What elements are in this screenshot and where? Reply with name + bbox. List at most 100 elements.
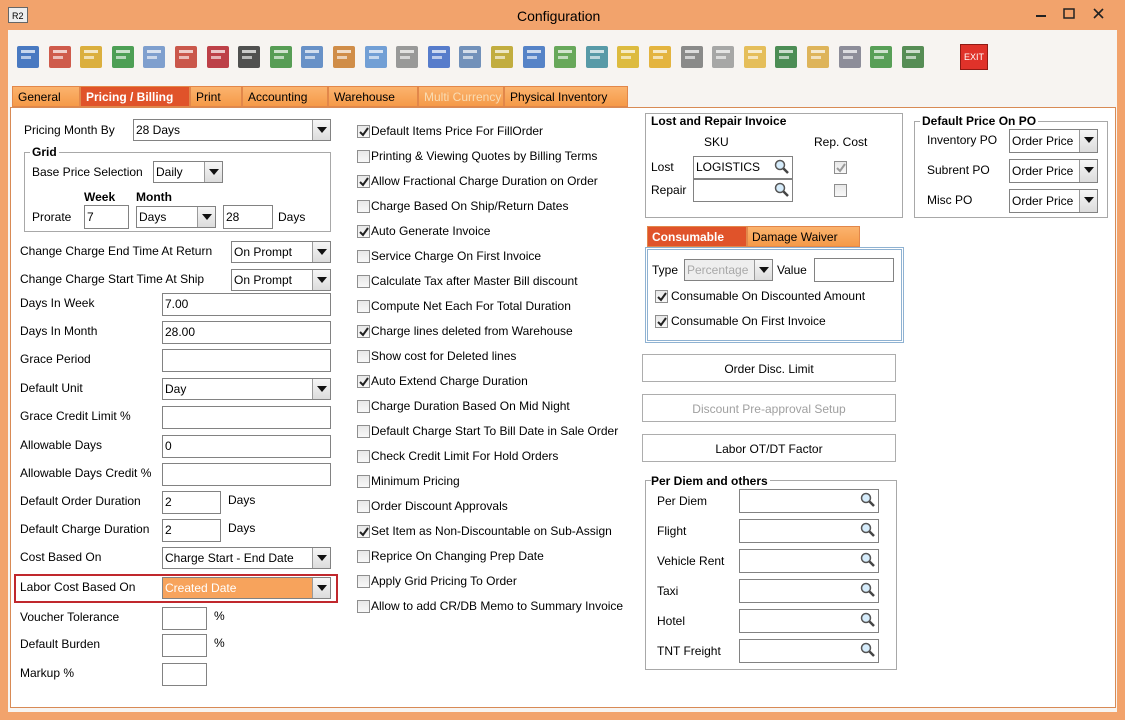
lookup-input[interactable]: LOGISTICS bbox=[693, 155, 793, 179]
dropdown[interactable]: Order Price bbox=[1009, 159, 1098, 183]
dropdown-arrow[interactable] bbox=[312, 379, 330, 399]
toolbar-button[interactable] bbox=[172, 42, 200, 72]
toolbar-button[interactable] bbox=[646, 42, 674, 72]
checkbox[interactable] bbox=[357, 525, 370, 538]
button[interactable]: Discount Pre-approval Setup bbox=[642, 394, 896, 422]
toolbar-button[interactable] bbox=[14, 42, 42, 72]
text-input[interactable] bbox=[162, 633, 207, 657]
checkbox[interactable] bbox=[357, 500, 370, 513]
dropdown-arrow[interactable] bbox=[1079, 130, 1097, 152]
toolbar-button[interactable] bbox=[204, 42, 232, 72]
checkbox[interactable] bbox=[357, 450, 370, 463]
checkbox[interactable] bbox=[357, 300, 370, 313]
checkbox[interactable] bbox=[357, 375, 370, 388]
dropdown-arrow[interactable] bbox=[754, 260, 772, 280]
toolbar-button[interactable] bbox=[614, 42, 642, 72]
toolbar-button[interactable] bbox=[140, 42, 168, 72]
tab[interactable]: Physical Inventory bbox=[504, 86, 628, 107]
checkbox[interactable] bbox=[357, 600, 370, 613]
dropdown[interactable]: Daily bbox=[153, 161, 223, 183]
toolbar-button[interactable] bbox=[804, 42, 832, 72]
lookup-input[interactable] bbox=[739, 489, 879, 513]
toolbar-button[interactable] bbox=[772, 42, 800, 72]
dropdown-arrow[interactable] bbox=[312, 548, 330, 568]
toolbar-button[interactable] bbox=[235, 42, 263, 72]
text-input[interactable] bbox=[162, 462, 331, 486]
toolbar-button[interactable] bbox=[393, 42, 421, 72]
checkbox[interactable] bbox=[357, 350, 370, 363]
checkbox[interactable] bbox=[357, 175, 370, 188]
checkbox[interactable] bbox=[357, 225, 370, 238]
dropdown-arrow[interactable] bbox=[312, 120, 330, 140]
toolbar-button[interactable] bbox=[709, 42, 737, 72]
text-input[interactable] bbox=[162, 348, 331, 372]
toolbar-button[interactable] bbox=[109, 42, 137, 72]
tab[interactable]: Consumable bbox=[647, 226, 747, 247]
text-input[interactable] bbox=[162, 606, 207, 630]
button[interactable]: Order Disc. Limit bbox=[642, 354, 896, 382]
dropdown[interactable]: Percentage bbox=[684, 259, 773, 281]
tab[interactable]: Multi Currency bbox=[418, 86, 504, 107]
toolbar-button[interactable] bbox=[678, 42, 706, 72]
checkbox[interactable] bbox=[357, 325, 370, 338]
tab[interactable]: General bbox=[12, 86, 80, 107]
toolbar-button[interactable] bbox=[456, 42, 484, 72]
tab[interactable]: Warehouse bbox=[328, 86, 418, 107]
text-input[interactable]: 0 bbox=[162, 434, 331, 458]
text-input[interactable] bbox=[162, 405, 331, 429]
toolbar-button[interactable] bbox=[425, 42, 453, 72]
checkbox[interactable] bbox=[357, 250, 370, 263]
tab[interactable]: Pricing / Billing bbox=[80, 86, 190, 107]
dropdown[interactable]: Days bbox=[136, 206, 216, 228]
lookup-input[interactable] bbox=[739, 519, 879, 543]
toolbar-button[interactable] bbox=[488, 42, 516, 72]
checkbox[interactable] bbox=[357, 400, 370, 413]
dropdown-arrow[interactable] bbox=[1079, 160, 1097, 182]
dropdown[interactable]: 28 Days bbox=[133, 119, 331, 141]
tab[interactable]: Print bbox=[190, 86, 242, 107]
toolbar-button[interactable] bbox=[520, 42, 548, 72]
text-input[interactable]: 28.00 bbox=[162, 320, 331, 344]
dropdown[interactable]: On Prompt bbox=[231, 241, 331, 263]
toolbar-button[interactable] bbox=[551, 42, 579, 72]
button[interactable]: Labor OT/DT Factor bbox=[642, 434, 896, 462]
lookup-input[interactable] bbox=[693, 178, 793, 202]
toolbar-button[interactable] bbox=[362, 42, 390, 72]
checkbox[interactable] bbox=[357, 275, 370, 288]
dropdown[interactable]: On Prompt bbox=[231, 269, 331, 291]
toolbar-button[interactable] bbox=[46, 42, 74, 72]
toolbar-button[interactable] bbox=[298, 42, 326, 72]
dropdown-arrow[interactable] bbox=[197, 207, 215, 227]
checkbox[interactable] bbox=[357, 125, 370, 138]
toolbar-button[interactable] bbox=[267, 42, 295, 72]
toolbar-button[interactable] bbox=[583, 42, 611, 72]
dropdown-arrow[interactable] bbox=[1079, 190, 1097, 212]
dropdown[interactable]: Order Price bbox=[1009, 189, 1098, 213]
checkbox[interactable] bbox=[357, 150, 370, 163]
checkbox[interactable] bbox=[357, 475, 370, 488]
checkbox[interactable] bbox=[655, 290, 668, 303]
dropdown-arrow[interactable] bbox=[312, 242, 330, 262]
checkbox[interactable] bbox=[834, 184, 847, 197]
lookup-input[interactable] bbox=[739, 549, 879, 573]
checkbox[interactable] bbox=[834, 161, 847, 174]
text-input[interactable]: 7 bbox=[84, 205, 129, 229]
checkbox[interactable] bbox=[357, 550, 370, 563]
lookup-input[interactable] bbox=[739, 639, 879, 663]
checkbox[interactable] bbox=[655, 315, 668, 328]
tab[interactable]: Damage Waiver bbox=[747, 226, 860, 247]
lookup-input[interactable] bbox=[739, 609, 879, 633]
dropdown-arrow[interactable] bbox=[204, 162, 222, 182]
text-input[interactable]: 7.00 bbox=[162, 292, 331, 316]
toolbar-button[interactable] bbox=[836, 42, 864, 72]
exit-button[interactable]: EXIT bbox=[960, 44, 988, 70]
dropdown[interactable]: Day bbox=[162, 378, 331, 400]
text-input[interactable] bbox=[814, 258, 894, 282]
toolbar-button[interactable] bbox=[330, 42, 358, 72]
dropdown[interactable]: Order Price bbox=[1009, 129, 1098, 153]
text-input[interactable]: 2 bbox=[162, 490, 221, 514]
dropdown-arrow[interactable] bbox=[312, 270, 330, 290]
dropdown-arrow[interactable] bbox=[312, 578, 330, 598]
dropdown[interactable]: Created Date bbox=[162, 577, 331, 599]
text-input[interactable]: 2 bbox=[162, 518, 221, 542]
